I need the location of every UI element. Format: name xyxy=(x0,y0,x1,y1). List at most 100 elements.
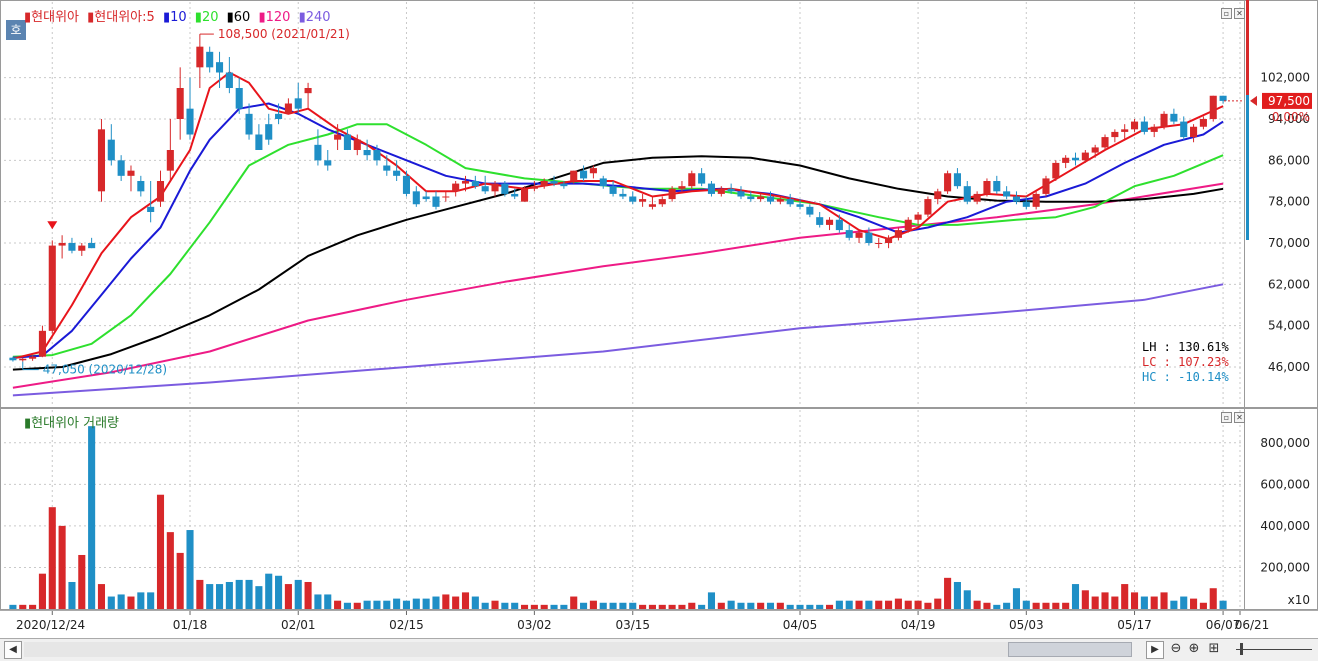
volume-bar xyxy=(1150,596,1158,609)
candle xyxy=(835,214,843,233)
candle-body xyxy=(334,134,342,140)
candle xyxy=(1062,155,1070,169)
volume-bar xyxy=(560,604,568,609)
volume-bar xyxy=(38,573,46,609)
candle-body xyxy=(629,196,637,202)
candle xyxy=(796,199,804,210)
legend-ma60: ▮60 xyxy=(226,10,251,25)
candle-body xyxy=(196,46,204,68)
candle-body xyxy=(353,139,361,150)
candle-body xyxy=(599,178,607,187)
candle xyxy=(825,217,834,231)
volume-bar xyxy=(393,598,401,609)
volume-bar xyxy=(255,586,263,609)
candle-body xyxy=(1081,152,1089,161)
price-chart-panel[interactable]: 102,000 94,000 86,000 78,000 70,000 62,000 54,… xyxy=(0,0,1318,408)
price-chart[interactable]: 102,000 94,000 86,000 78,000 70,000 62,000 54,… xyxy=(0,0,1318,408)
candle xyxy=(786,193,794,207)
candle xyxy=(353,134,361,156)
volume-chart[interactable]: 800,000 600,000 400,000 200,000 x10 xyxy=(0,408,1318,610)
candle-body xyxy=(491,183,499,192)
candle xyxy=(1130,119,1139,132)
volume-bar xyxy=(580,602,588,609)
volume-bar xyxy=(983,602,991,609)
candle xyxy=(589,165,597,179)
candle xyxy=(442,191,450,202)
up-range-bar xyxy=(1246,0,1249,95)
candle xyxy=(747,191,755,202)
candle-body xyxy=(589,168,597,174)
candle-body xyxy=(1003,191,1011,197)
volume-chart-panel[interactable]: 800,000 600,000 400,000 200,000 x10 ▮현대위아 거래… xyxy=(0,408,1318,610)
price-panel-close-button[interactable]: ✕ xyxy=(1234,8,1245,19)
candle-body xyxy=(835,219,843,231)
volume-bar xyxy=(825,604,834,609)
volume-bar xyxy=(78,554,86,609)
candle xyxy=(432,191,440,210)
volume-bar xyxy=(1091,596,1099,609)
zoom-slider[interactable] xyxy=(1236,649,1312,650)
candle xyxy=(599,175,607,189)
scroll-right-button[interactable]: ▶ xyxy=(1146,641,1164,659)
candle-body xyxy=(845,230,853,238)
price-panel-restore-button[interactable]: ▫ xyxy=(1221,8,1232,19)
candle xyxy=(934,188,942,205)
candle-body xyxy=(520,188,529,202)
volume-bar xyxy=(688,602,696,609)
candle xyxy=(1081,150,1089,163)
grid-icon[interactable]: ⊞ xyxy=(1208,641,1220,656)
candle-body xyxy=(442,196,450,198)
ho-badge[interactable]: 호 xyxy=(6,20,26,40)
candle-body xyxy=(9,357,17,361)
candle xyxy=(1012,191,1021,205)
candle xyxy=(471,175,479,189)
candle-body xyxy=(29,356,37,359)
zoom-out-icon[interactable]: ⊖ xyxy=(1170,641,1182,656)
zoom-slider-handle[interactable] xyxy=(1240,643,1243,655)
scroll-left-button[interactable]: ◀ xyxy=(4,641,22,659)
volume-bar xyxy=(796,604,804,609)
zoom-in-icon[interactable]: ⊕ xyxy=(1188,641,1200,656)
volume-bar xyxy=(137,592,145,609)
volume-panel-restore-button[interactable]: ▫ xyxy=(1221,412,1232,423)
date-label: 05/17 xyxy=(1117,618,1152,632)
candle xyxy=(953,168,961,189)
candle-body xyxy=(904,219,912,231)
volume-bar xyxy=(1199,602,1207,609)
candle xyxy=(176,67,184,140)
volume-legend: ▮현대위아 거래량 xyxy=(24,416,120,431)
legend-ma120: ▮120 xyxy=(258,10,291,25)
volume-bar xyxy=(1012,588,1021,609)
candle-body xyxy=(1190,126,1198,138)
scroll-track[interactable] xyxy=(24,642,1132,657)
candle xyxy=(845,224,853,241)
horizontal-scrollbar[interactable]: ◀ ▶ ⊖ ⊕ ⊞ xyxy=(0,638,1318,661)
volume-bar xyxy=(501,602,509,609)
volume-bar xyxy=(1032,602,1040,609)
candle-body xyxy=(963,186,971,202)
date-label: 05/03 xyxy=(1009,618,1044,632)
volume-bar xyxy=(747,602,755,609)
volume-bar xyxy=(648,604,656,609)
candle xyxy=(944,170,952,194)
volume-tick-label: 400,000 xyxy=(1260,519,1310,533)
volume-bar xyxy=(678,604,686,609)
candle xyxy=(639,193,647,207)
candle-body xyxy=(825,219,834,225)
volume-bar xyxy=(215,584,224,609)
candle-body xyxy=(186,108,194,135)
candle xyxy=(137,175,145,197)
volume-bar xyxy=(698,604,706,609)
candle xyxy=(580,165,588,181)
candle-body xyxy=(481,186,489,192)
price-tick-label: 54,000 xyxy=(1268,319,1310,333)
volume-bar xyxy=(19,604,27,609)
scroll-thumb[interactable] xyxy=(1008,642,1132,657)
volume-bar xyxy=(1022,600,1030,609)
volume-bar xyxy=(766,602,775,609)
candle xyxy=(678,181,686,192)
candle-body xyxy=(1062,157,1070,163)
legend-ma10: ▮10 xyxy=(162,10,187,25)
candle xyxy=(265,113,273,145)
volume-panel-close-button[interactable]: ✕ xyxy=(1234,412,1245,423)
